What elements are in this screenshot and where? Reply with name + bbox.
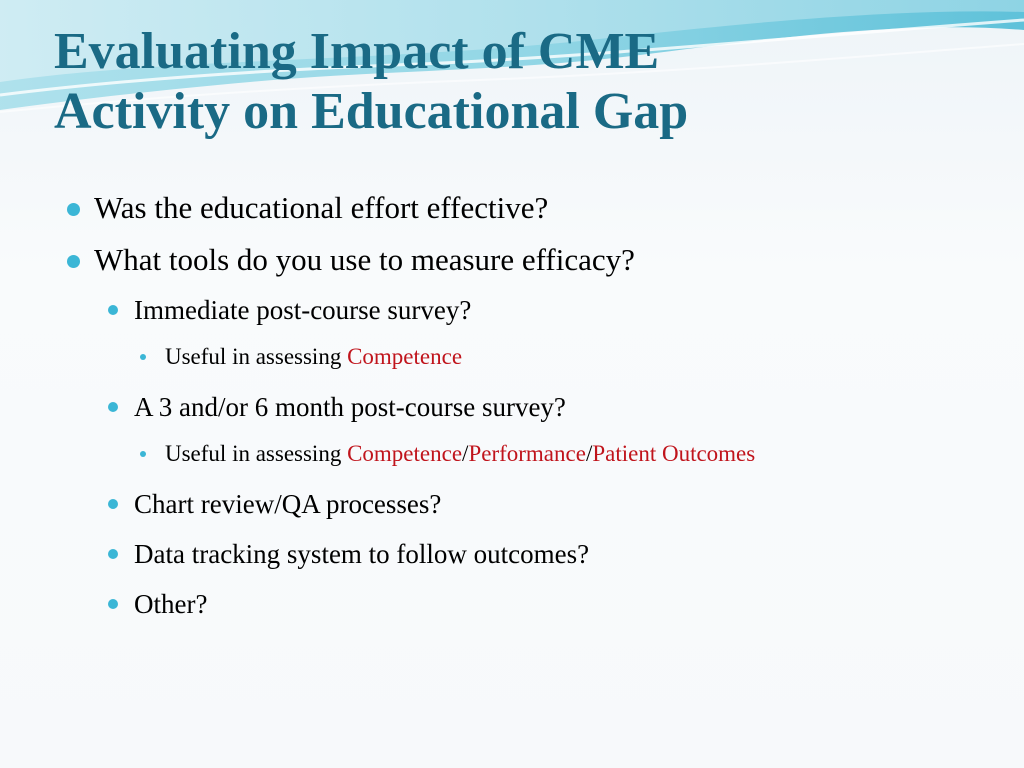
highlight-competence: Competence — [347, 441, 463, 466]
bullet-icon — [67, 203, 80, 216]
sub-bullet-item: A 3 and/or 6 month post-course survey? — [64, 389, 1004, 425]
bullet-icon — [108, 599, 118, 609]
bullet-icon — [108, 549, 118, 559]
bullet-icon — [108, 305, 118, 315]
bullet-text: Was the educational effort effective? — [94, 190, 549, 225]
separator: / — [462, 441, 469, 466]
title-line-1: Evaluating Impact of CME — [54, 23, 660, 80]
sub-bullet-item: Immediate post-course survey? — [64, 292, 1004, 328]
highlight-competence: Competence — [347, 344, 463, 369]
bullet-text-prefix: Useful in assessing — [165, 344, 348, 369]
bullet-text: Data tracking system to follow outcomes? — [134, 539, 590, 569]
bullet-icon — [140, 451, 146, 457]
wave-decoration-icon — [0, 0, 1024, 113]
bullet-item: Was the educational effort effective? — [64, 188, 1004, 228]
title-line-2: Activity on Educational Gap — [54, 83, 689, 140]
bullet-icon — [140, 354, 146, 360]
bullet-text: Immediate post-course survey? — [134, 295, 472, 325]
slide-title: Evaluating Impact of CME Activity on Edu… — [54, 22, 994, 142]
bullet-list: Was the educational effort effective? Wh… — [64, 188, 1004, 636]
bullet-icon — [108, 499, 118, 509]
bullet-text: Other? — [134, 589, 208, 619]
bullet-text: A 3 and/or 6 month post-course survey? — [134, 392, 566, 422]
bullet-icon — [67, 255, 80, 268]
bullet-icon — [108, 402, 118, 412]
sub-bullet-item: Chart review/QA processes? — [64, 486, 1004, 522]
bullet-item: What tools do you use to measure efficac… — [64, 240, 1004, 280]
bullet-text: What tools do you use to measure efficac… — [94, 242, 635, 277]
highlight-performance: Performance — [468, 441, 586, 466]
sub-bullet-item: Other? — [64, 586, 1004, 622]
bullet-text-prefix: Useful in assessing — [165, 441, 348, 466]
sub-sub-bullet-item: Useful in assessing Competence/Performan… — [64, 439, 1004, 469]
highlight-patient-outcomes: Patient Outcomes — [592, 441, 756, 466]
bullet-text: Chart review/QA processes? — [134, 489, 442, 519]
sub-bullet-item: Data tracking system to follow outcomes? — [64, 536, 1004, 572]
separator: / — [585, 441, 593, 466]
sub-sub-bullet-item: Useful in assessing Competence — [64, 342, 1004, 372]
